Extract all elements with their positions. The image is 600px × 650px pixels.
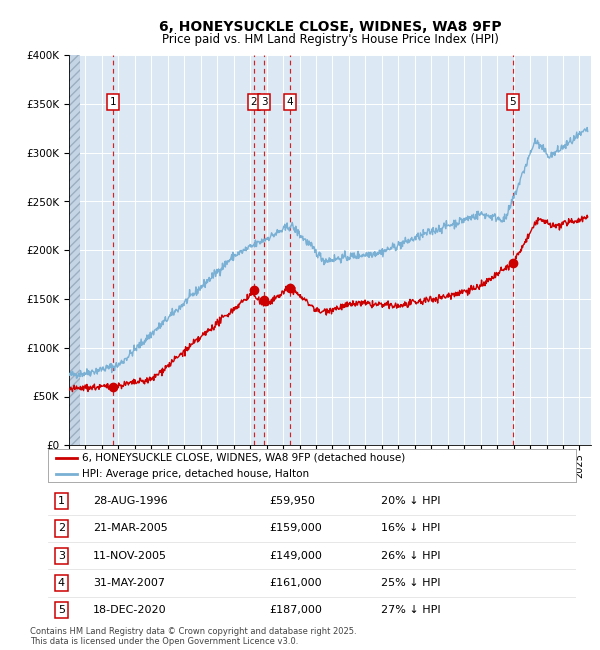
Text: 1: 1 [58,496,65,506]
Text: 5: 5 [58,605,65,616]
Text: 16% ↓ HPI: 16% ↓ HPI [380,523,440,534]
Text: £187,000: £187,000 [270,605,323,616]
Text: 3: 3 [58,551,65,561]
Text: 27% ↓ HPI: 27% ↓ HPI [380,605,440,616]
Text: £159,000: £159,000 [270,523,323,534]
Text: 3: 3 [261,97,268,107]
Text: This data is licensed under the Open Government Licence v3.0.: This data is licensed under the Open Gov… [30,637,298,646]
Text: 28-AUG-1996: 28-AUG-1996 [93,496,167,506]
Bar [69,55,80,445]
Text: 20% ↓ HPI: 20% ↓ HPI [380,496,440,506]
Text: 11-NOV-2005: 11-NOV-2005 [93,551,167,561]
Text: 26% ↓ HPI: 26% ↓ HPI [380,551,440,561]
Text: 2: 2 [250,97,257,107]
Text: 6, HONEYSUCKLE CLOSE, WIDNES, WA8 9FP: 6, HONEYSUCKLE CLOSE, WIDNES, WA8 9FP [158,20,502,34]
Text: £149,000: £149,000 [270,551,323,561]
Text: 18-DEC-2020: 18-DEC-2020 [93,605,167,616]
Text: 6, HONEYSUCKLE CLOSE, WIDNES, WA8 9FP (detached house): 6, HONEYSUCKLE CLOSE, WIDNES, WA8 9FP (d… [82,452,406,463]
Text: 5: 5 [509,97,516,107]
Text: £59,950: £59,950 [270,496,316,506]
Text: Contains HM Land Registry data © Crown copyright and database right 2025.: Contains HM Land Registry data © Crown c… [30,627,356,636]
Text: 4: 4 [58,578,65,588]
Text: 31-MAY-2007: 31-MAY-2007 [93,578,165,588]
Text: £161,000: £161,000 [270,578,322,588]
Text: HPI: Average price, detached house, Halton: HPI: Average price, detached house, Halt… [82,469,310,479]
Text: Price paid vs. HM Land Registry's House Price Index (HPI): Price paid vs. HM Land Registry's House … [161,32,499,46]
Text: 21-MAR-2005: 21-MAR-2005 [93,523,167,534]
Text: 2: 2 [58,523,65,534]
Text: 25% ↓ HPI: 25% ↓ HPI [380,578,440,588]
Text: 1: 1 [109,97,116,107]
Text: 4: 4 [287,97,293,107]
